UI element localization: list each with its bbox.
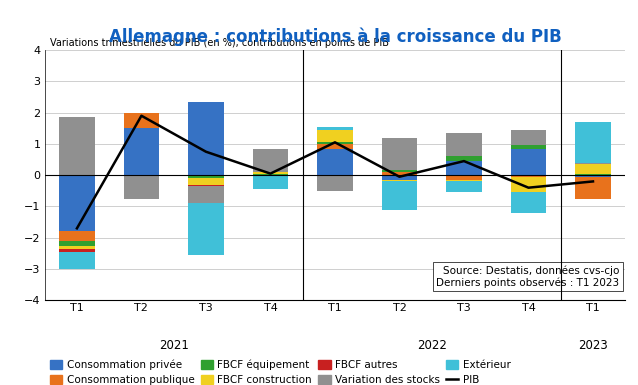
Bar: [59, 117, 94, 175]
Bar: [382, 175, 417, 180]
Bar: [446, 180, 482, 181]
Title: Allemagne : contributions à la croissance du PIB: Allemagne : contributions à la croissanc…: [108, 27, 561, 46]
Bar: [446, 175, 482, 180]
Text: 2022: 2022: [417, 339, 447, 352]
Bar: [317, 127, 353, 130]
Bar: [575, 162, 611, 164]
Bar: [59, 241, 94, 246]
Bar: [253, 175, 288, 189]
Bar: [575, 177, 611, 199]
Bar: [317, 130, 353, 142]
Bar: [446, 181, 482, 192]
Bar: [575, 122, 611, 163]
Bar: [124, 175, 159, 199]
Bar: [59, 252, 94, 269]
Bar: [317, 175, 353, 191]
Bar: [59, 175, 94, 231]
Bar: [188, 178, 224, 184]
Text: 2021: 2021: [159, 339, 189, 352]
Bar: [575, 174, 611, 175]
Bar: [59, 246, 94, 249]
Legend: Consommation privée, Consommation publique, FBCF équipement, FBCF construction, : Consommation privée, Consommation publiq…: [50, 360, 510, 385]
Bar: [59, 249, 94, 252]
Bar: [511, 130, 546, 146]
Bar: [317, 142, 353, 144]
Bar: [511, 175, 546, 177]
Bar: [317, 144, 353, 149]
Bar: [446, 156, 482, 161]
Bar: [124, 112, 159, 128]
Bar: [382, 172, 417, 175]
Bar: [188, 175, 224, 178]
Bar: [124, 128, 159, 175]
Bar: [188, 186, 224, 203]
Bar: [253, 174, 288, 175]
Bar: [382, 171, 417, 172]
Bar: [188, 184, 224, 186]
Text: 2023: 2023: [578, 339, 608, 352]
Bar: [382, 181, 417, 209]
Bar: [511, 149, 546, 175]
Text: Source: Destatis, données cvs-cjo
Derniers points observés : T1 2023: Source: Destatis, données cvs-cjo Dernie…: [436, 265, 619, 288]
Bar: [446, 133, 482, 156]
Bar: [253, 149, 288, 172]
Bar: [188, 203, 224, 255]
Bar: [511, 177, 546, 192]
Bar: [382, 138, 417, 171]
Bar: [511, 146, 546, 149]
Bar: [511, 192, 546, 213]
Bar: [317, 149, 353, 175]
Text: Variations trimestrielles du PIB (en %), contributions en points de PIB: Variations trimestrielles du PIB (en %),…: [50, 38, 389, 48]
Bar: [575, 164, 611, 174]
Bar: [253, 172, 288, 174]
Bar: [575, 175, 611, 177]
Bar: [59, 231, 94, 241]
Bar: [446, 161, 482, 175]
Bar: [382, 180, 417, 181]
Bar: [188, 102, 224, 175]
